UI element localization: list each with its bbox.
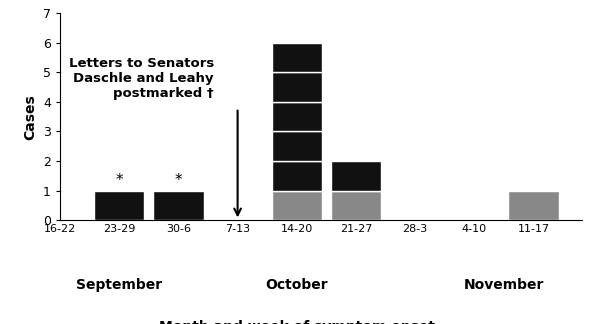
Bar	[272, 132, 322, 161]
Text: *: *	[175, 173, 182, 188]
Bar	[94, 191, 145, 220]
Text: October: October	[265, 278, 328, 292]
Bar	[272, 42, 322, 72]
Text: September: September	[76, 278, 162, 292]
Text: Letters to Senators
Daschle and Leahy
postmarked †: Letters to Senators Daschle and Leahy po…	[68, 57, 214, 100]
Text: November: November	[464, 278, 544, 292]
Bar	[508, 191, 559, 220]
Bar	[272, 72, 322, 102]
Bar	[153, 191, 203, 220]
Bar	[331, 191, 381, 220]
Bar	[272, 191, 322, 220]
Bar	[272, 102, 322, 132]
Bar	[272, 161, 322, 191]
Text: *: *	[115, 173, 123, 188]
Bar	[331, 161, 381, 191]
Text: Month and week of symptom onset: Month and week of symptom onset	[159, 320, 435, 324]
Y-axis label: Cases: Cases	[23, 94, 37, 140]
